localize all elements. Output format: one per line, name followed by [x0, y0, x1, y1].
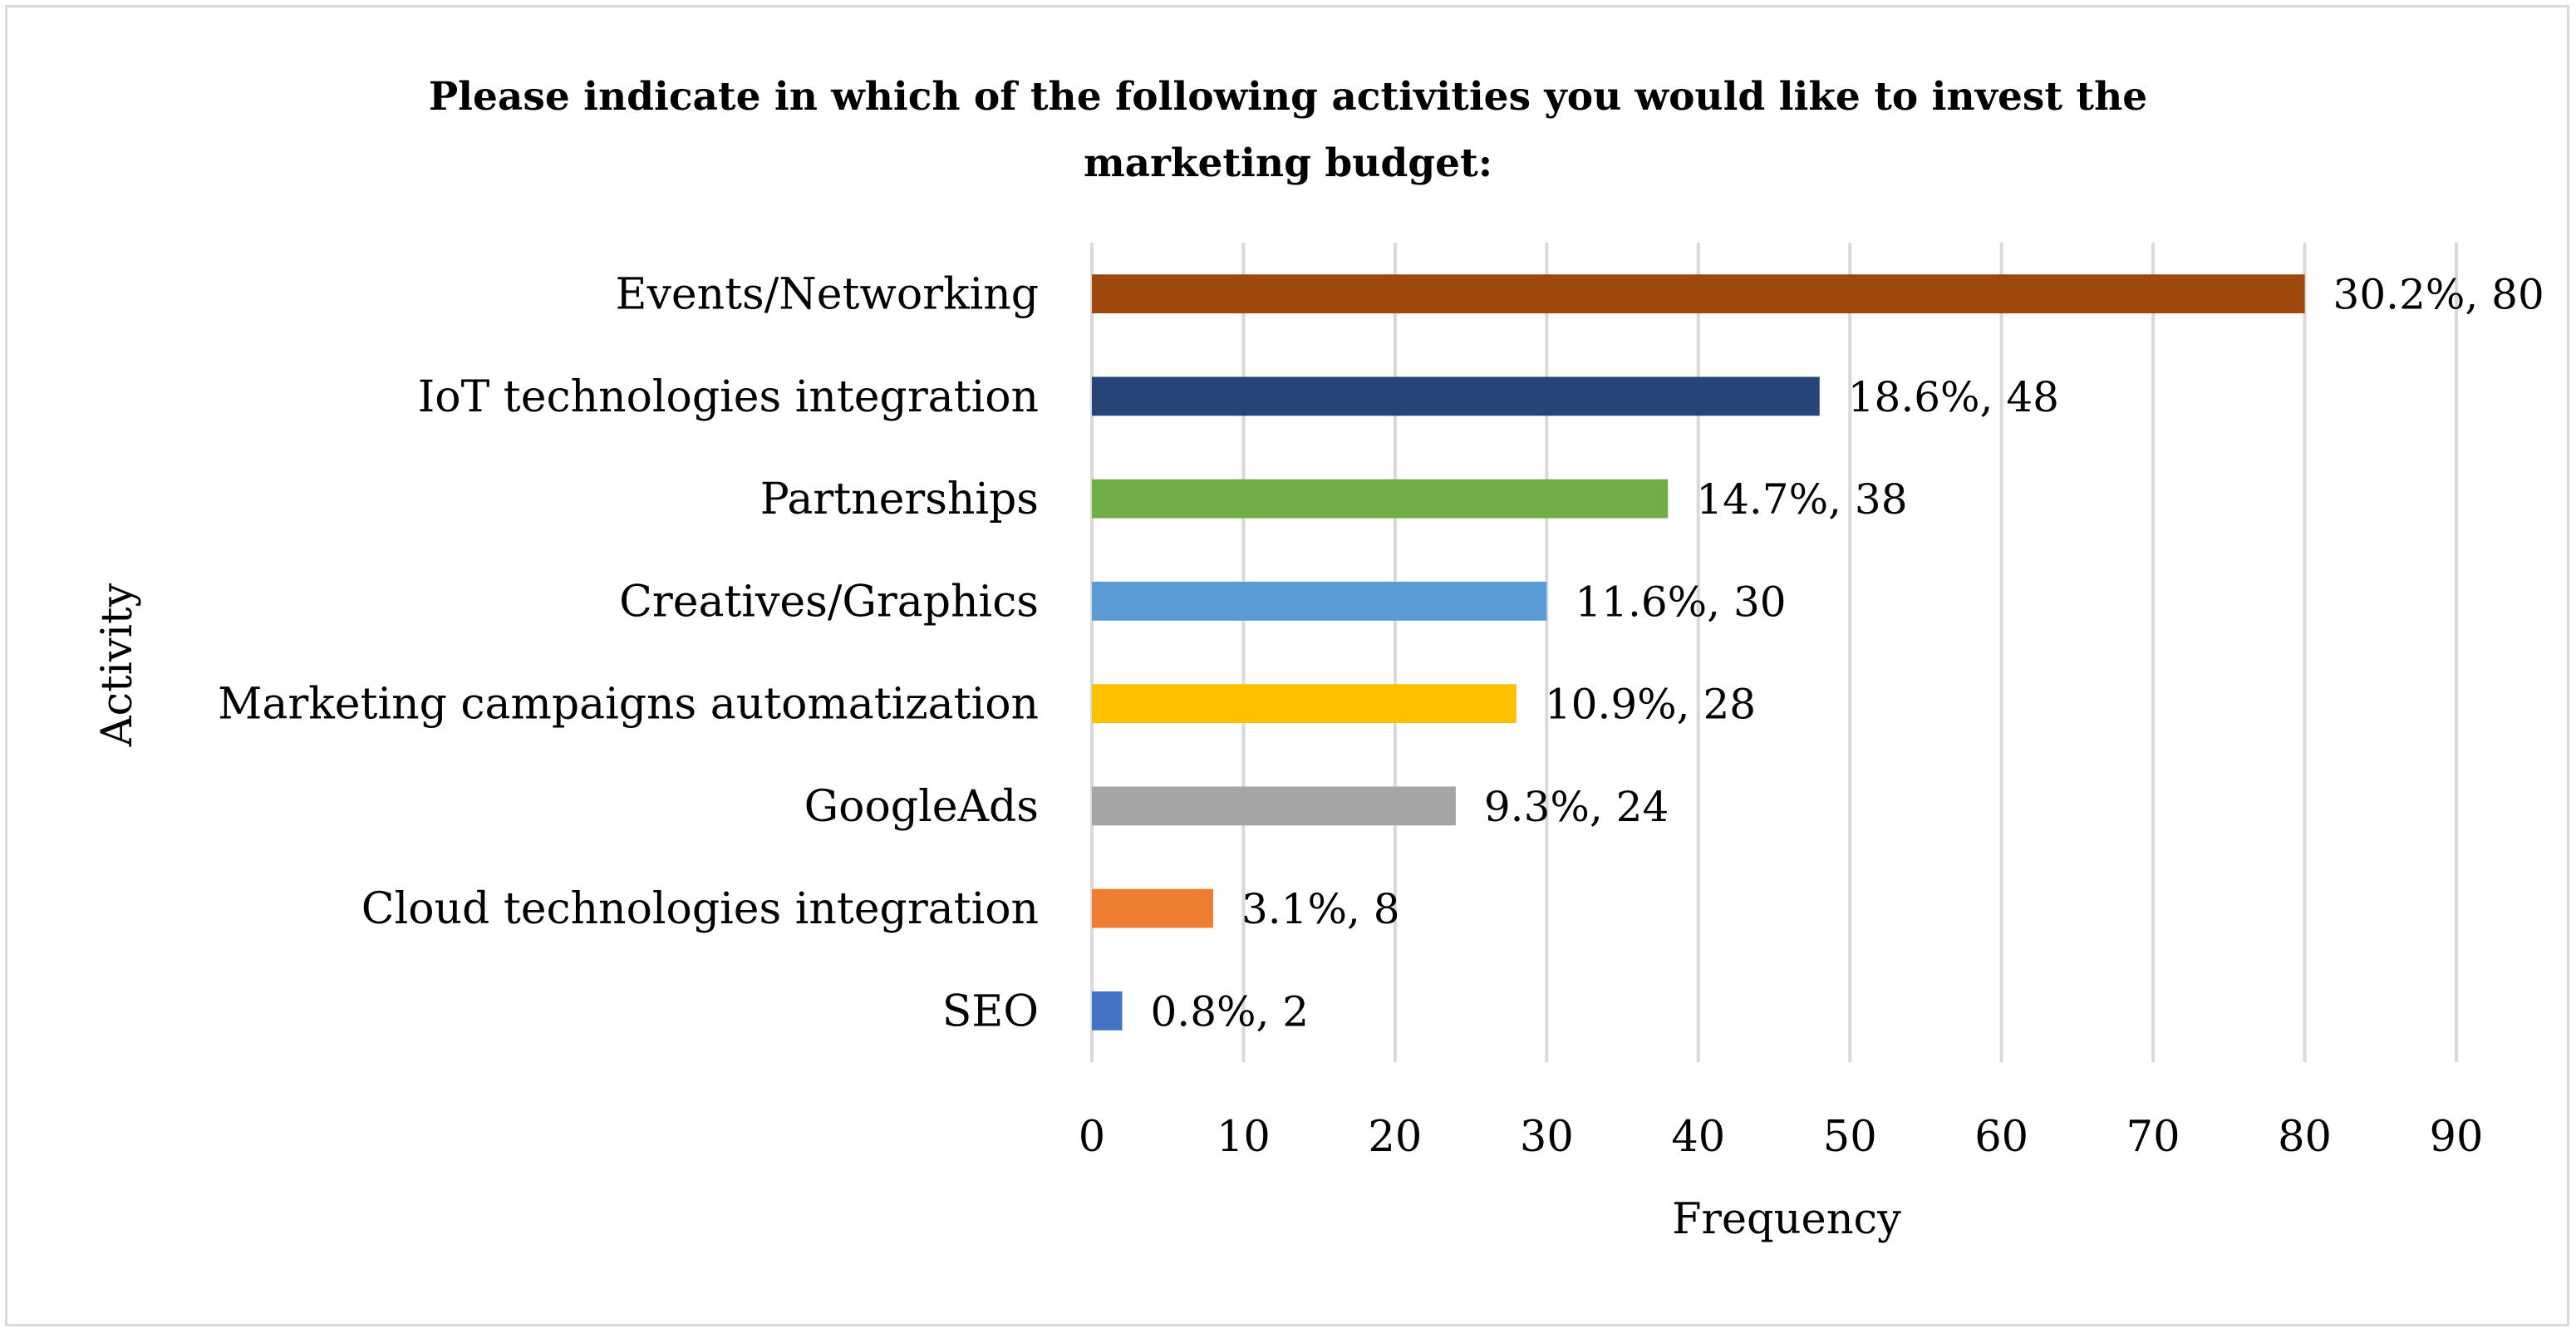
x-axis-title: Frequency	[1672, 1195, 1901, 1244]
data-label-3: 14.7%, 38	[1696, 475, 1907, 524]
bar-4	[1092, 581, 1547, 621]
data-label-6: 9.3%, 24	[1484, 783, 1669, 831]
x-tick-0: 0	[1079, 1113, 1105, 1162]
data-label-7: 3.1%, 8	[1241, 885, 1400, 933]
bar-1	[1092, 274, 2305, 314]
bar-5	[1092, 684, 1517, 724]
x-tick-labels: 0 10 20 30 40 50 60 70 80 90	[1079, 1113, 2484, 1162]
chart-frame	[5, 5, 2569, 1326]
x-tick-50: 50	[1823, 1113, 1877, 1162]
category-label-1: Events/Networking	[616, 270, 1039, 320]
category-labels: Events/Networking IoT technologies integr…	[218, 270, 1039, 1037]
category-label-7: Cloud technologies integration	[361, 884, 1039, 934]
data-label-4: 11.6%, 30	[1575, 578, 1786, 626]
category-label-8: SEO	[942, 986, 1039, 1036]
category-label-4: Creatives/Graphics	[619, 577, 1039, 627]
x-tick-40: 40	[1671, 1113, 1725, 1162]
bar-6	[1092, 786, 1456, 826]
bar-3	[1092, 479, 1669, 519]
bar-8	[1092, 991, 1123, 1030]
category-label-6: GoogleAds	[804, 782, 1039, 832]
category-label-2: IoT technologies integration	[418, 372, 1039, 422]
y-axis-title: Activity	[93, 583, 142, 748]
data-label-2: 18.6%, 48	[1848, 373, 2059, 421]
x-tick-10: 10	[1217, 1113, 1271, 1162]
bar-2	[1092, 376, 1820, 416]
x-tick-30: 30	[1520, 1113, 1574, 1162]
data-labels: 30.2%, 80 18.6%, 48 14.7%, 38 11.6%, 30 10.9…	[1150, 271, 2544, 1036]
bars	[1092, 274, 2305, 1030]
category-label-5: Marketing campaigns automatization	[218, 680, 1039, 730]
x-tick-20: 20	[1368, 1113, 1422, 1162]
x-tick-80: 80	[2278, 1113, 2332, 1162]
bar-7	[1092, 888, 1213, 928]
chart-title-line-1: Please indicate in which of the followin…	[429, 74, 2147, 120]
chart-title-line-2: marketing budget:	[1084, 140, 1492, 186]
x-tick-60: 60	[1974, 1113, 2028, 1162]
x-tick-70: 70	[2126, 1113, 2180, 1162]
x-tick-90: 90	[2430, 1113, 2484, 1162]
data-label-1: 30.2%, 80	[2333, 271, 2544, 319]
data-label-8: 0.8%, 2	[1150, 987, 1309, 1035]
gridlines	[1090, 243, 2458, 1062]
data-label-5: 10.9%, 28	[1545, 681, 1756, 729]
category-label-3: Partnerships	[760, 475, 1039, 524]
